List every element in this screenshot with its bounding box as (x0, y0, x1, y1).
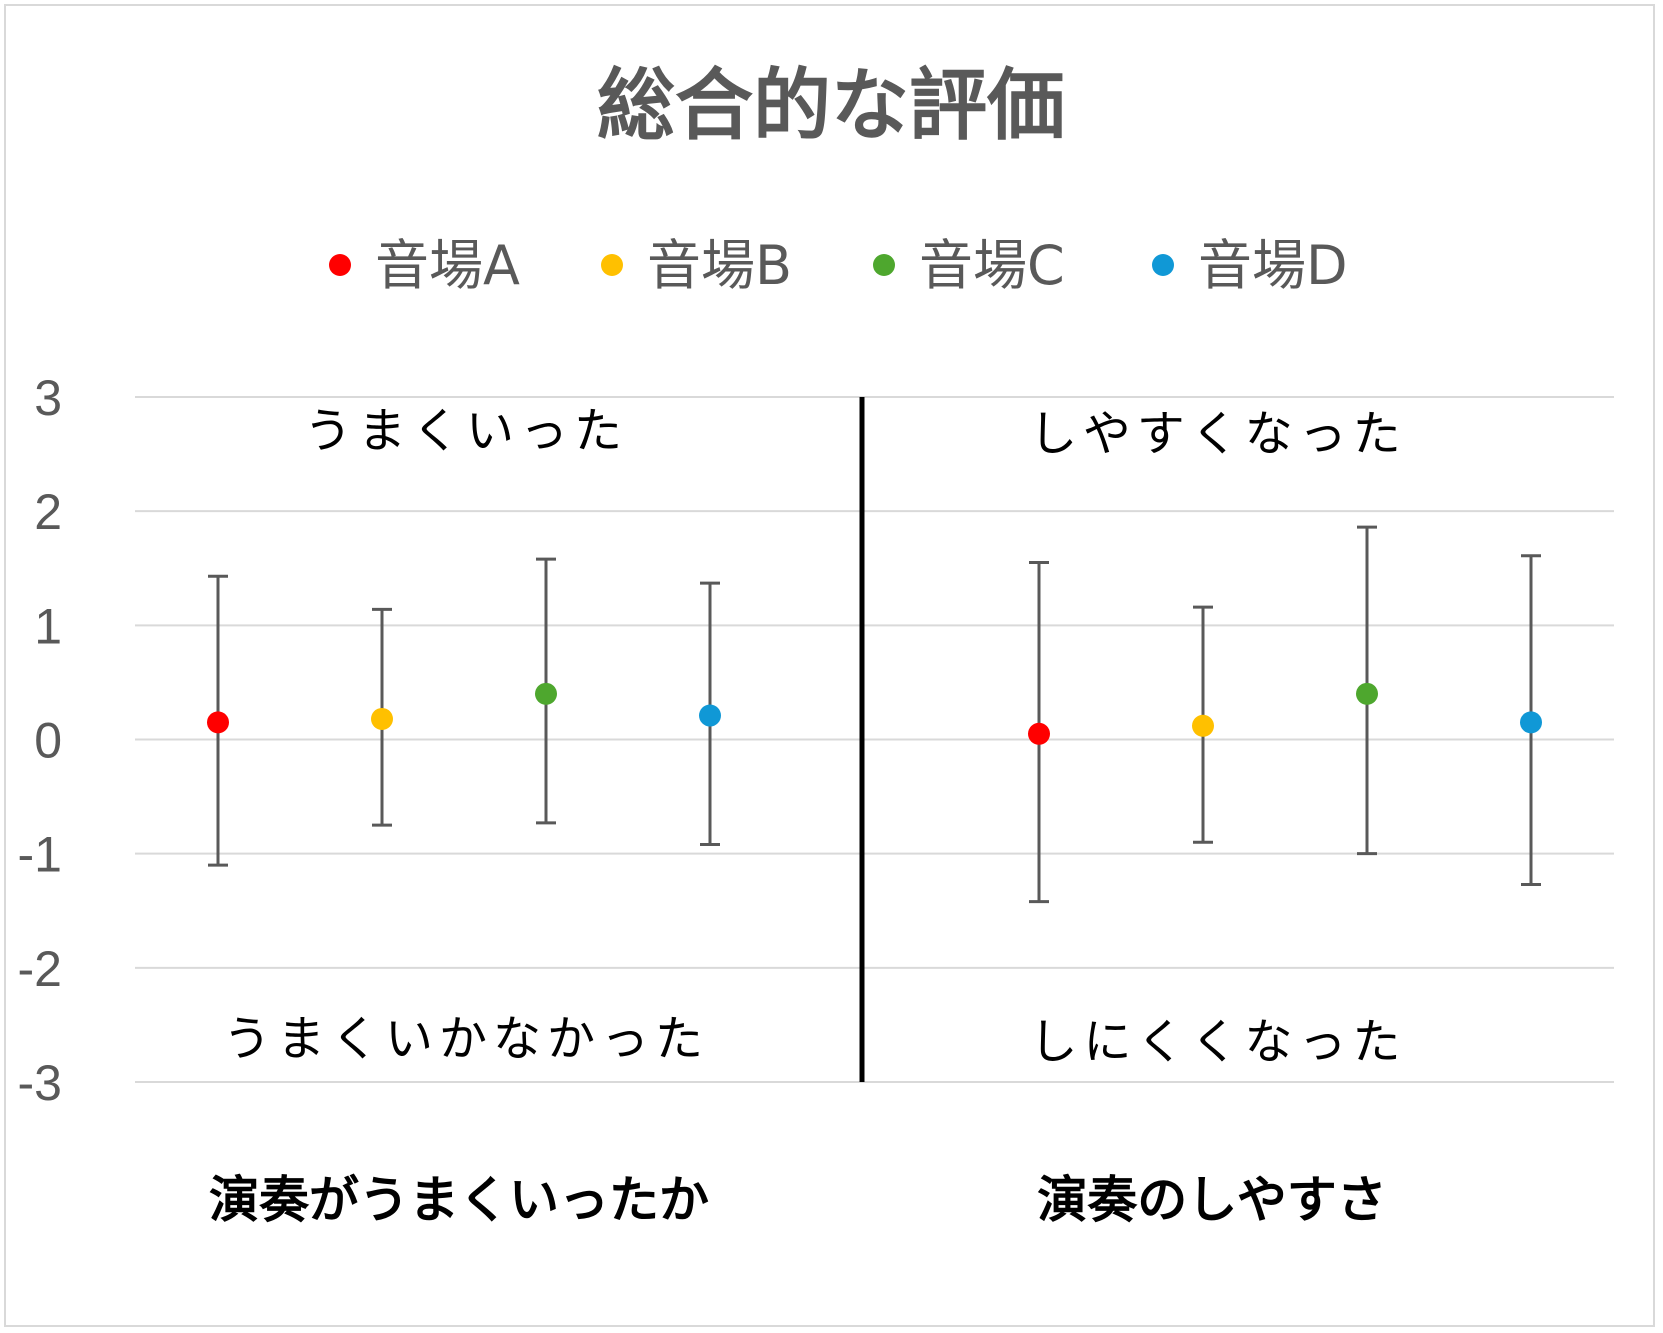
data-point (207, 711, 229, 734)
data-point (1520, 711, 1542, 734)
gridlines (135, 396, 1614, 1083)
annotation-group1-bottom: うまくいかなかった (223, 1011, 709, 1067)
y-tick-label: -2 (18, 941, 62, 997)
group-label-1: 演奏がうまくいったか (209, 1171, 709, 1229)
legend-label: 音場C (919, 234, 1065, 297)
data-point (1028, 722, 1050, 745)
legend-marker (873, 254, 895, 276)
y-tick-label: 2 (34, 484, 62, 540)
chart-title: 総合的な評価 (597, 61, 1065, 151)
y-tick-label: 1 (34, 598, 62, 654)
chart-frame (4, 4, 1655, 1327)
data-marks (207, 525, 1542, 904)
data-point (371, 707, 393, 730)
legend: 音場A 音場B 音場C 音場D (329, 234, 1348, 297)
data-point (535, 682, 557, 705)
data-point (699, 704, 721, 727)
y-tick-label: 0 (34, 713, 62, 769)
data-point (1192, 714, 1214, 737)
legend-label: 音場B (647, 234, 792, 297)
data-point (1356, 682, 1378, 705)
annotation-group1-top: うまくいった (304, 403, 628, 459)
legend-marker (601, 254, 623, 276)
y-tick-label: -1 (18, 827, 62, 883)
legend-label: 音場A (375, 234, 520, 297)
annotation-group2-top: しやすくなった (1029, 406, 1407, 462)
group-label-2: 演奏のしやすさ (1037, 1171, 1387, 1229)
legend-marker (329, 254, 351, 276)
y-tick-label: 3 (34, 370, 62, 426)
legend-marker (1152, 254, 1174, 276)
y-axis-ticks: 3 2 1 0 -1 -2 -3 (18, 370, 62, 1111)
legend-label: 音場D (1198, 234, 1348, 297)
y-tick-label: -3 (18, 1055, 62, 1111)
annotation-group2-bottom: しにくくなった (1029, 1014, 1406, 1070)
